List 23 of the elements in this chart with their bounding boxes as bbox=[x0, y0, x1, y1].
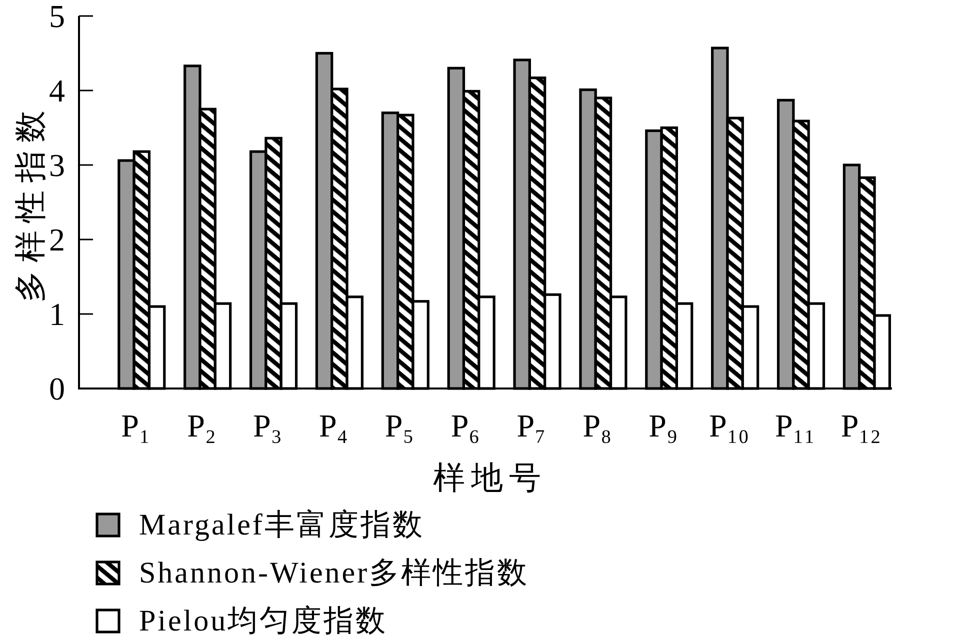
ytick: 3 bbox=[49, 147, 65, 183]
ylabel: 多样性指数 bbox=[12, 102, 48, 302]
xtick: P₄ bbox=[318, 408, 348, 444]
ytick: 0 bbox=[49, 370, 65, 406]
xtick: P₁ bbox=[121, 408, 150, 444]
ytick: 1 bbox=[49, 296, 65, 332]
ytick: 2 bbox=[49, 222, 65, 258]
xtick: P₉ bbox=[648, 408, 678, 444]
xtick: P₁₁ bbox=[774, 408, 816, 444]
xtick: P₅ bbox=[384, 408, 414, 444]
xtick: P₁₂ bbox=[840, 408, 881, 444]
xtick: P₈ bbox=[582, 408, 612, 444]
xtick: P₆ bbox=[450, 408, 480, 444]
xtick: P₇ bbox=[516, 408, 546, 444]
xtick: P₂ bbox=[187, 408, 216, 444]
xtick: P₁₀ bbox=[709, 408, 750, 444]
xtick: P₃ bbox=[253, 408, 282, 444]
legend-label: Pielou均匀度指数 bbox=[139, 604, 388, 638]
legend-label: Shannon-Wiener多样性指数 bbox=[139, 556, 530, 590]
xlabel: 样地号 bbox=[433, 460, 547, 496]
legend-label: Margalef丰富度指数 bbox=[139, 508, 424, 542]
ytick: 4 bbox=[49, 72, 65, 108]
ytick: 5 bbox=[49, 0, 65, 34]
